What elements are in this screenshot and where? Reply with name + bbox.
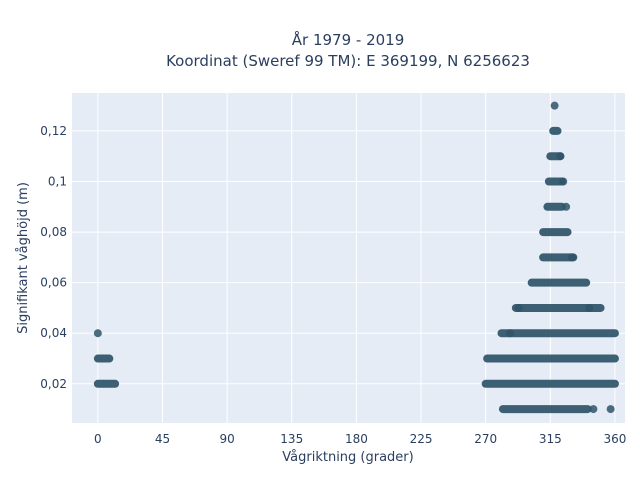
y-tick-label: 0,02: [40, 377, 67, 391]
chart-title-line1: År 1979 - 2019: [292, 30, 405, 49]
y-tick-label: 0,04: [40, 326, 67, 340]
x-tick-label: 270: [474, 432, 497, 446]
data-point: [93, 329, 102, 338]
y-tick-label: 0,06: [40, 276, 67, 290]
data-point: [514, 303, 523, 312]
data-point: [562, 202, 571, 211]
plot-area: [72, 93, 625, 423]
x-tick-label: 45: [155, 432, 170, 446]
y-tick-label: 0,08: [40, 225, 67, 239]
data-point: [589, 405, 598, 414]
x-tick-label: 180: [345, 432, 368, 446]
data-point: [556, 152, 565, 161]
x-axis-label: Vågriktning (grader): [282, 450, 413, 465]
data-marks: [93, 101, 619, 414]
data-point: [585, 303, 594, 312]
data-point: [559, 177, 568, 186]
tick-labels: 0 45 90 135 180 225 270 315 360 0,02 0,04 0,06 0,08 0…: [40, 124, 626, 446]
data-point: [567, 253, 576, 262]
data-point: [550, 101, 559, 110]
data-point: [606, 405, 615, 414]
x-tick-label: 135: [280, 432, 303, 446]
chart-title-line2: Koordinat (Sweref 99 TM): E 369199, N 62…: [166, 52, 530, 70]
x-tick-label: 315: [539, 432, 562, 446]
y-axis-label: Signifikant våghöjd (m): [16, 182, 31, 334]
y-tick-label: 0,1: [48, 175, 67, 189]
x-tick-label: 90: [219, 432, 234, 446]
x-tick-label: 360: [603, 432, 626, 446]
x-tick-label: 225: [410, 432, 433, 446]
x-tick-label: 0: [94, 432, 102, 446]
data-point: [506, 329, 515, 338]
y-tick-label: 0,12: [40, 124, 67, 138]
